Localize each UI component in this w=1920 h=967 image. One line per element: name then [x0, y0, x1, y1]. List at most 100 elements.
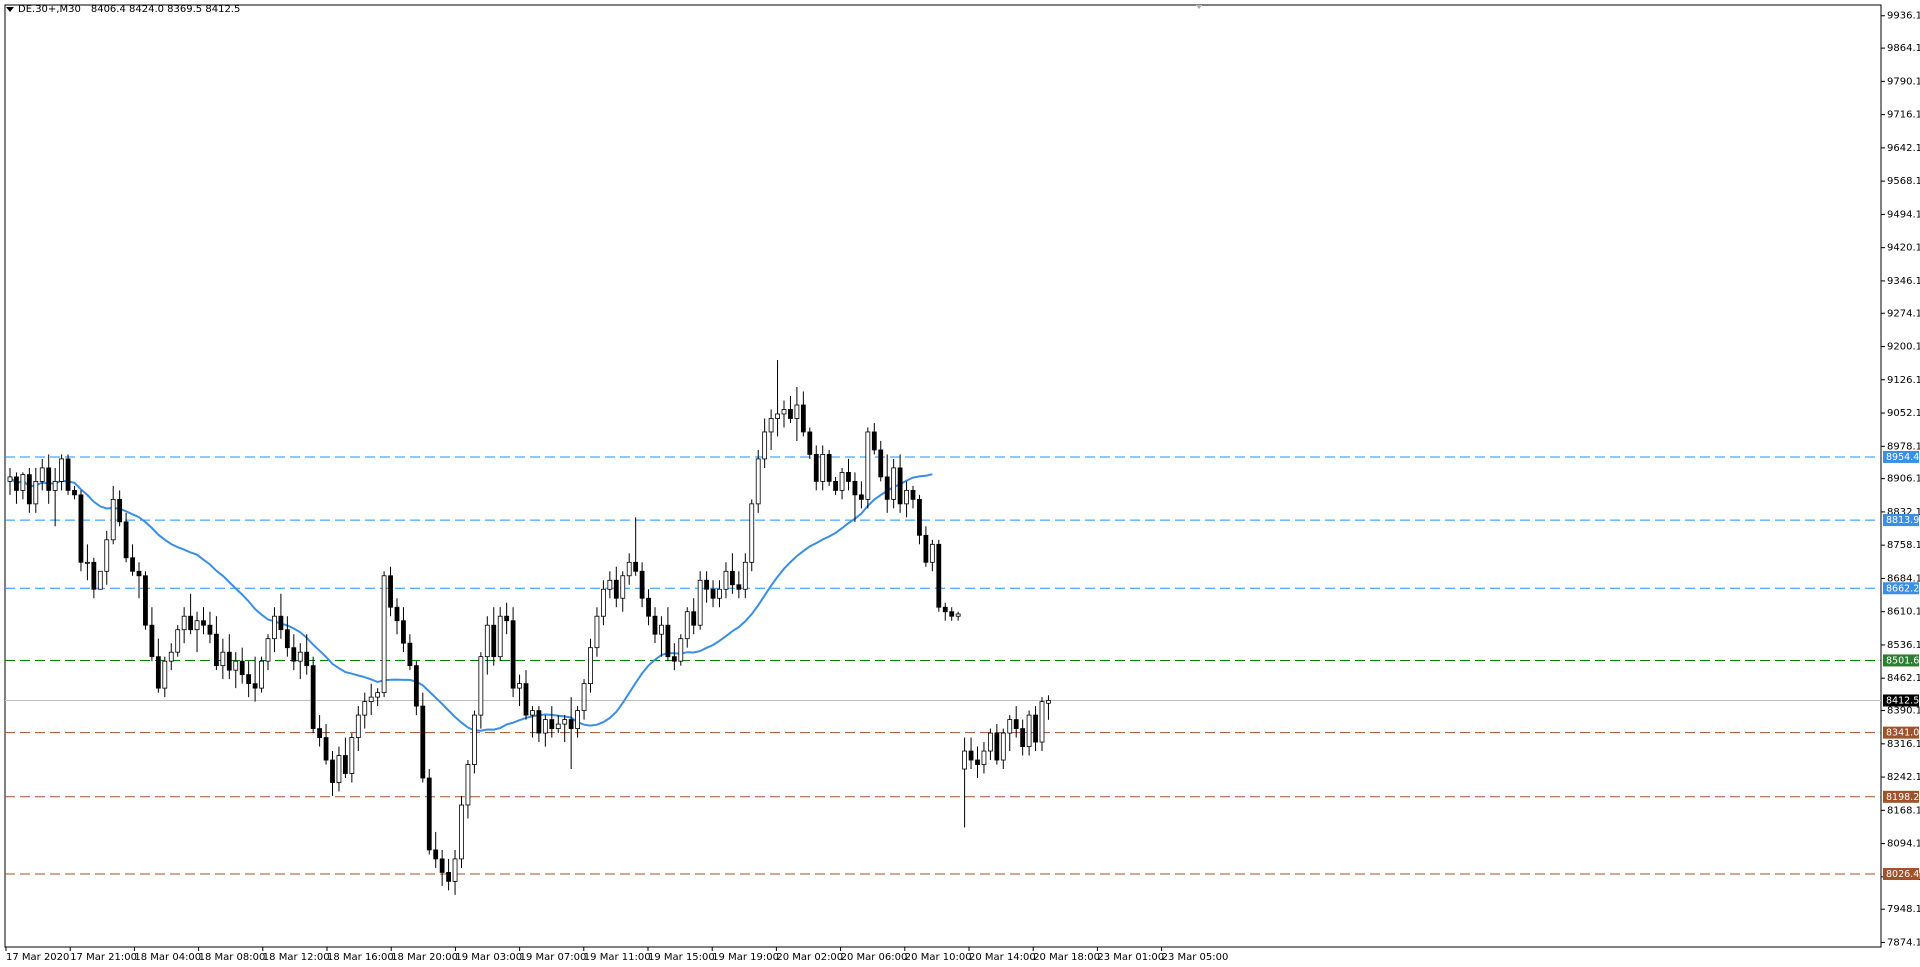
price-tick-label: 8832.1 [1887, 507, 1920, 518]
level-label: 8813.9 [1886, 515, 1919, 526]
candle-body [684, 611, 690, 640]
candle-body [968, 750, 974, 761]
dropdown-triangle-icon[interactable] [6, 7, 14, 12]
candle-body [459, 804, 464, 860]
candle-body [536, 710, 542, 734]
candle-body [446, 871, 452, 882]
candle-body [426, 777, 432, 851]
candle-body [104, 539, 110, 572]
candle-body [375, 692, 381, 698]
candle-body [401, 620, 406, 644]
candle-body [555, 723, 561, 729]
candle-body [123, 521, 129, 559]
candle-body [368, 696, 374, 703]
candle-body [65, 458, 71, 491]
symbol-label: DE.30+,M30 [18, 4, 81, 15]
candle-body [975, 759, 980, 765]
price-tick-label: 9568.1 [1887, 176, 1920, 187]
time-tick-label: 23 Mar 01:00 [1097, 952, 1164, 963]
candle-body [710, 588, 716, 599]
candle-body [542, 719, 548, 734]
candle-body [413, 665, 419, 707]
level-label: 8501.6 [1886, 655, 1919, 666]
time-tick-label: 19 Mar 07:00 [520, 952, 587, 963]
time-tick-label: 20 Mar 14:00 [969, 952, 1036, 963]
price-axis: 9936.1 9864.1 9790.1 9716.1 9642.1 9568.1 9494… [1881, 11, 1920, 948]
price-tick-label: 9200.1 [1887, 342, 1920, 353]
candle-body [717, 588, 722, 599]
level-label: 8198.2 [1886, 792, 1919, 803]
candle-body [407, 642, 413, 667]
candle-body [259, 660, 264, 689]
candle-body [207, 624, 213, 635]
scroll-marker-icon[interactable] [1196, 5, 1202, 9]
candle-body [188, 615, 194, 631]
candle-body [265, 638, 271, 662]
candle-body [620, 575, 626, 599]
moving-average-line[interactable] [9, 473, 933, 732]
level-label: 8662.2 [1886, 583, 1919, 594]
price-tick-label: 9494.1 [1887, 209, 1920, 220]
candle-body [297, 651, 303, 662]
price-tick-label: 8536.1 [1887, 640, 1920, 651]
time-tick-label: 23 Mar 05:00 [1162, 952, 1229, 963]
candle-body [562, 719, 568, 725]
candle-body [923, 534, 929, 563]
time-tick-label: 18 Mar 20:00 [391, 952, 458, 963]
candle-body [362, 701, 368, 716]
candle-body [530, 710, 535, 716]
plot-area-border [4, 4, 1882, 948]
candle-body [136, 570, 142, 577]
candle-body [601, 588, 606, 617]
price-tick-label: 7874.1 [1887, 937, 1920, 948]
candle-body [355, 714, 361, 738]
candle-body [594, 615, 600, 649]
candle-body [252, 683, 258, 689]
price-tick-label: 9274.1 [1887, 308, 1920, 319]
candle-body [730, 570, 735, 586]
candle-body [130, 557, 135, 572]
candle-body [110, 498, 116, 541]
candle-body [697, 579, 703, 626]
candle-body [117, 498, 123, 523]
candle-body [504, 615, 510, 622]
candle-body [194, 620, 200, 631]
candles [7, 360, 1051, 895]
candle-body [755, 458, 761, 505]
price-tick-label: 8168.1 [1887, 805, 1920, 816]
candle-body [1000, 732, 1006, 761]
candle-body [439, 858, 445, 873]
candle-body [20, 474, 26, 491]
candle-body [317, 728, 323, 738]
candle-body [52, 480, 58, 491]
candle-body [891, 467, 897, 500]
price-tick-label: 9936.1 [1887, 11, 1920, 22]
candle-body [768, 418, 774, 433]
price-tick-label: 8462.1 [1887, 673, 1920, 684]
time-tick-label: 19 Mar 15:00 [648, 952, 715, 963]
time-tick-label: 20 Mar 02:00 [776, 952, 843, 963]
price-tick-label: 8906.1 [1887, 474, 1920, 485]
price-tick-label: 8242.1 [1887, 772, 1920, 783]
price-tick-label: 8094.1 [1887, 839, 1920, 850]
candle-body [633, 561, 639, 572]
candle-body [330, 759, 335, 783]
candle-body [491, 624, 497, 658]
price-tick-label: 9716.1 [1887, 110, 1920, 121]
candle-body [800, 404, 806, 433]
candle-body [859, 494, 864, 500]
candle-body [149, 624, 155, 658]
candle-body [162, 660, 168, 689]
candle-body [884, 476, 890, 500]
chart-header: DE.30+,M30 8406.4 8424.0 8369.5 8412.5 [6, 4, 240, 15]
candle-body [994, 732, 1000, 761]
time-tick-label: 19 Mar 03:00 [455, 952, 522, 963]
candle-body [839, 472, 845, 491]
time-tick-label: 18 Mar 04:00 [134, 952, 201, 963]
price-tick-label: 8316.1 [1887, 739, 1920, 750]
candle-body [736, 584, 742, 590]
candle-body [652, 615, 658, 635]
candle-body [497, 615, 503, 658]
